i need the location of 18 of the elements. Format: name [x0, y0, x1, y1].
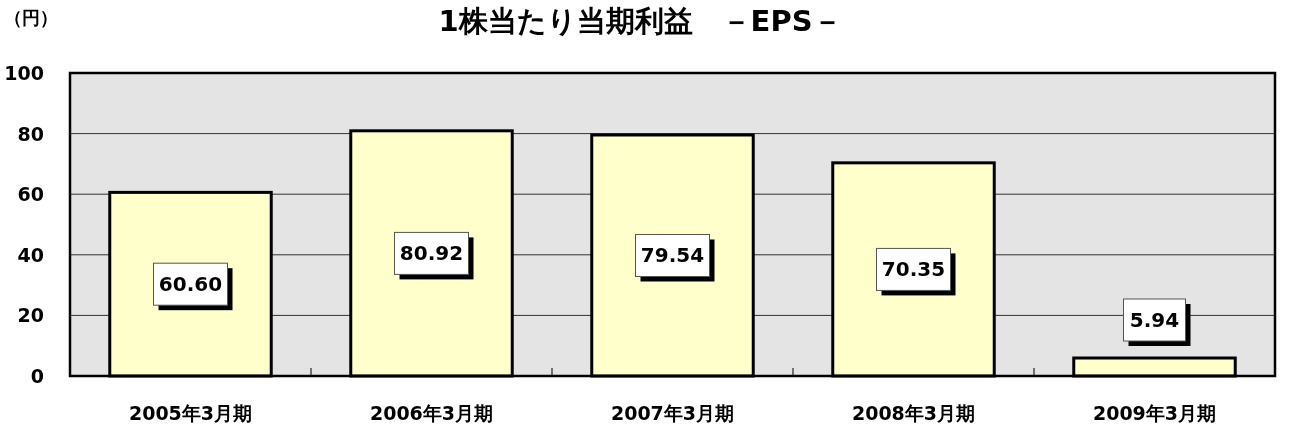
data-label: 80.92	[399, 241, 464, 266]
y-tick-label: 100	[4, 62, 44, 84]
x-tick-label: 2006年3月期	[369, 402, 494, 424]
x-tick-label: 2008年3月期	[851, 402, 976, 424]
x-tick-label: 2007年3月期	[610, 402, 735, 424]
x-tick-label: 2009年3月期	[1092, 402, 1217, 424]
y-tick-label: 80	[17, 122, 44, 145]
y-tick-label: 40	[17, 243, 44, 266]
y-axis-title: （円）	[4, 7, 58, 28]
x-tick-label: 2005年3月期	[128, 402, 253, 424]
data-label: 70.35	[881, 257, 946, 282]
y-tick-label: 20	[17, 304, 44, 327]
data-label: 79.54	[640, 243, 705, 268]
y-tick-label: 60	[17, 183, 44, 206]
y-tick-label: 0	[30, 365, 44, 387]
data-label: 60.60	[158, 272, 223, 297]
data-label: 5.94	[1129, 308, 1180, 332]
chart-title: 1株当たり当期利益 －EPS－	[438, 4, 842, 38]
